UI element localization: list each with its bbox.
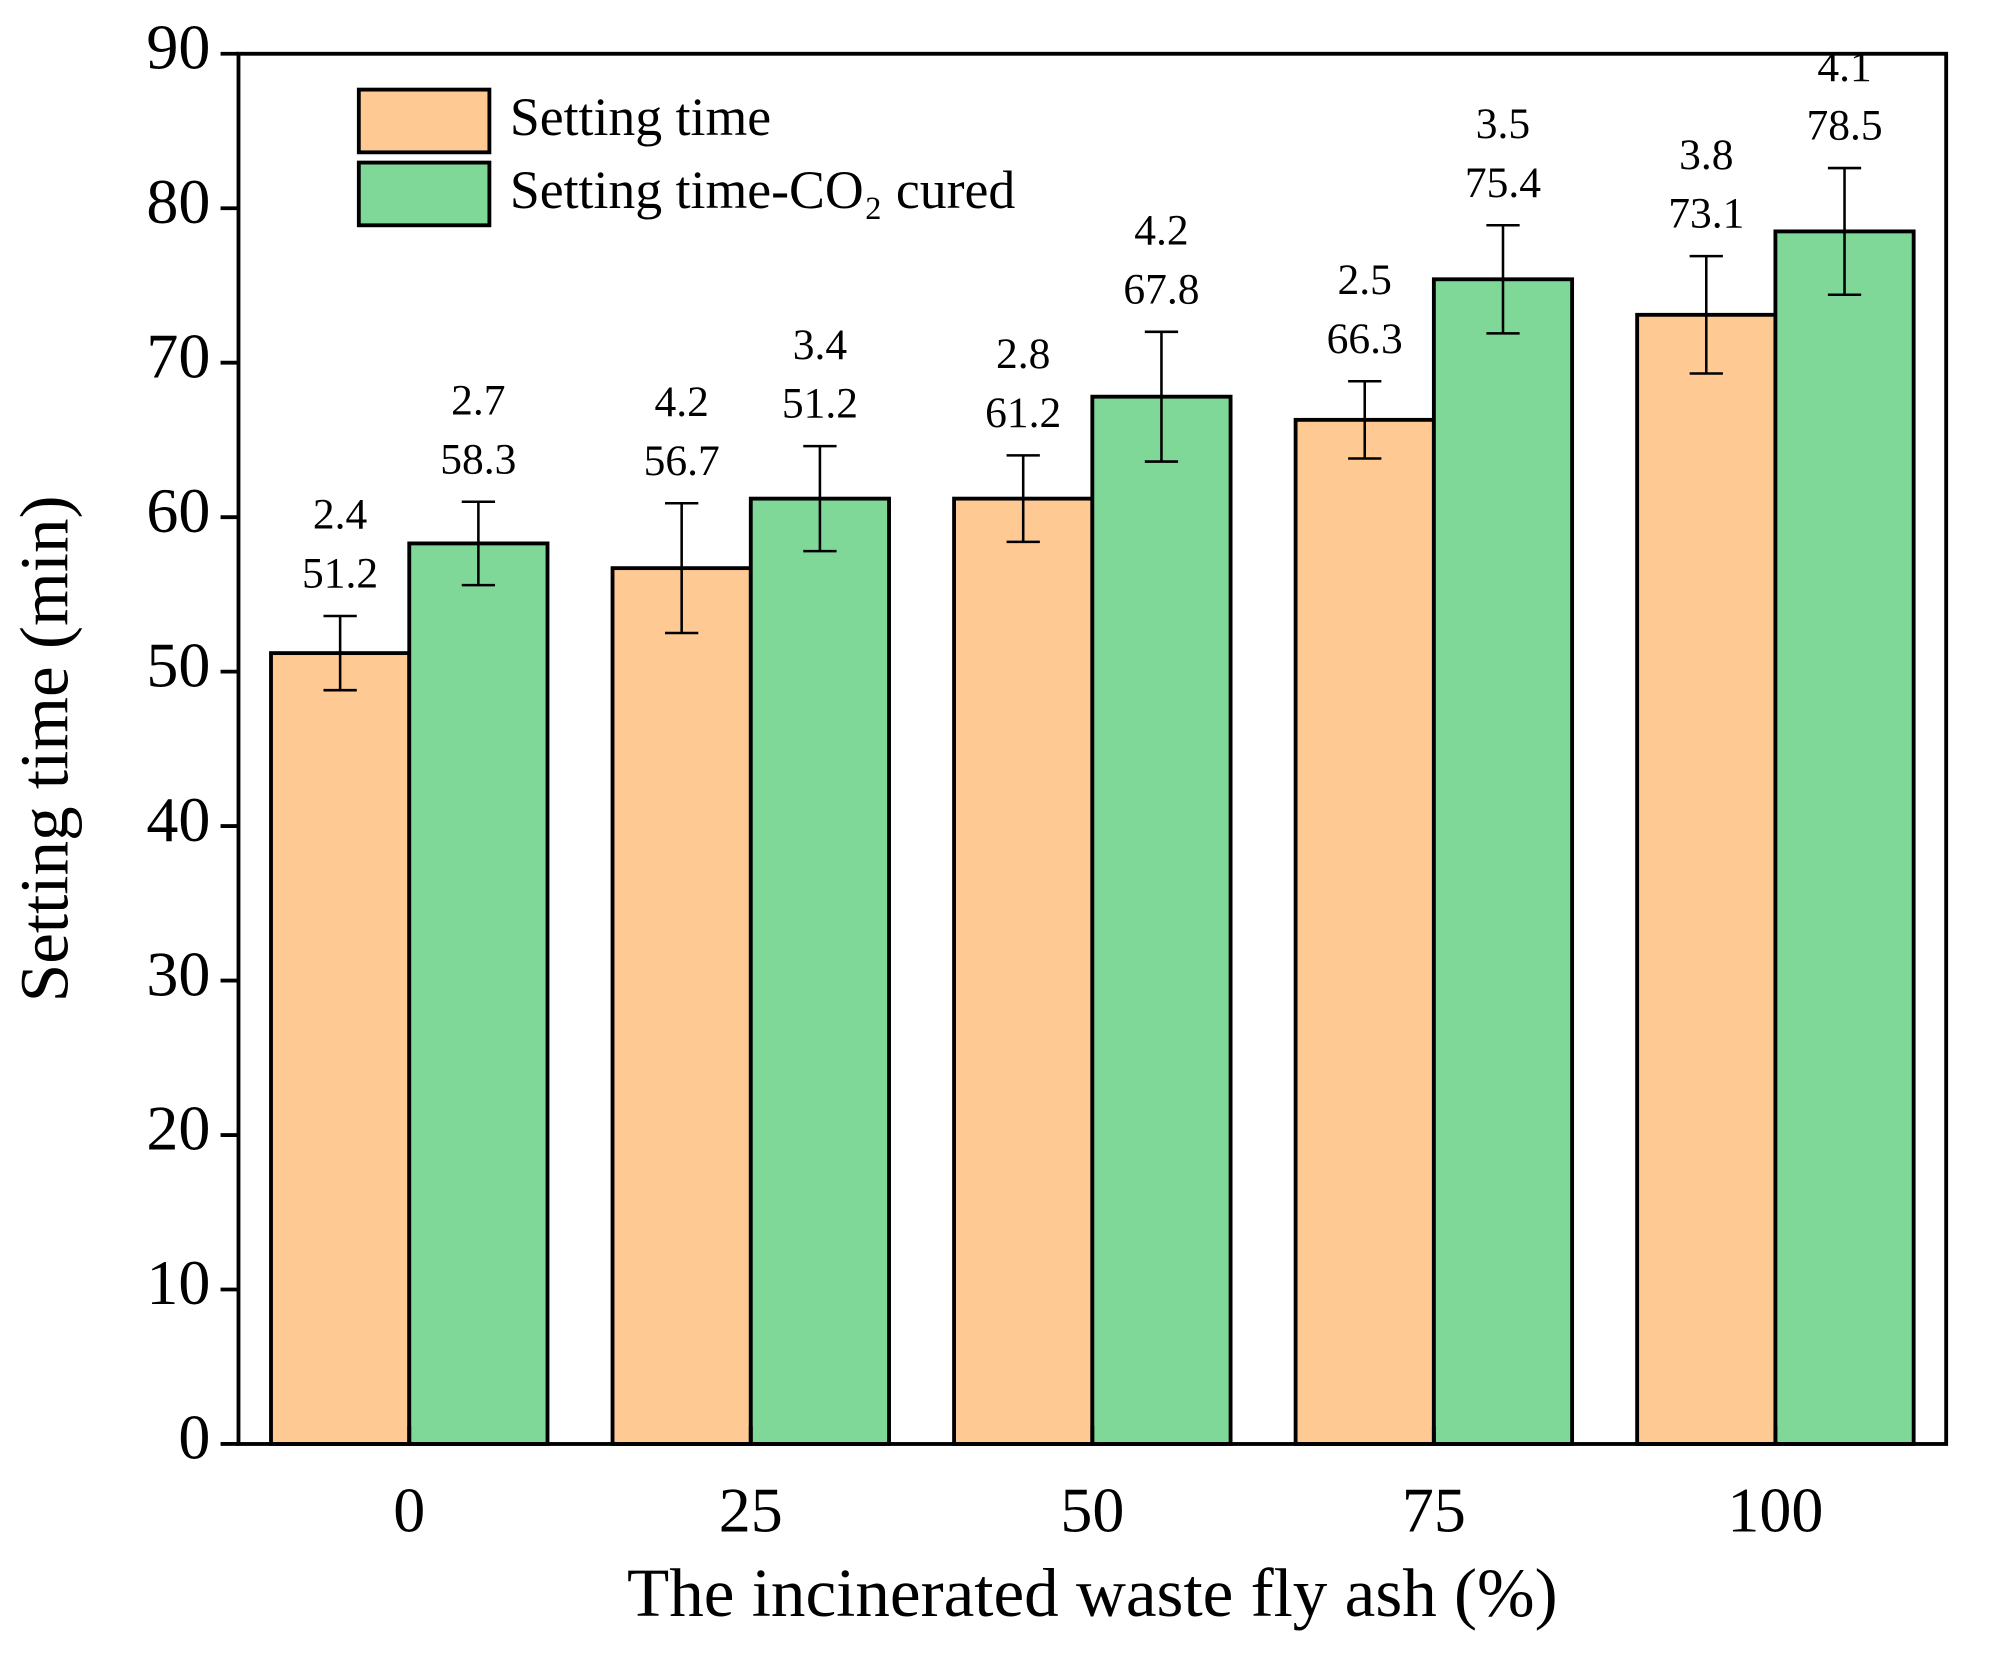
- x-tick-label: 25: [719, 1475, 783, 1546]
- error-label: 3.5: [1476, 100, 1530, 148]
- value-label: 56.7: [644, 437, 720, 485]
- y-tick-label: 70: [146, 320, 210, 391]
- value-label: 73.1: [1668, 190, 1744, 238]
- value-label: 58.3: [440, 435, 516, 483]
- y-tick-label: 20: [146, 1093, 210, 1164]
- error-label: 3.8: [1679, 131, 1733, 179]
- y-tick-label: 80: [146, 166, 210, 237]
- bar: [610, 566, 753, 1446]
- bar: [1090, 394, 1233, 1446]
- bar: [952, 496, 1095, 1446]
- bar: [748, 496, 891, 1446]
- error-label: 2.7: [451, 376, 505, 424]
- y-tick-label: 50: [146, 629, 210, 700]
- y-tick-label: 60: [146, 475, 210, 546]
- error-label: 3.4: [793, 321, 848, 369]
- x-axis-title: The incinerated waste fly ash (%): [627, 1554, 1558, 1631]
- y-tick-label: 10: [146, 1247, 210, 1318]
- y-tick-label: 30: [146, 938, 210, 1009]
- legend-swatch: [356, 87, 492, 155]
- legend-label: Setting time-CO₂ cured: [510, 160, 1016, 220]
- value-label: 66.3: [1327, 315, 1403, 363]
- value-label: 67.8: [1123, 265, 1199, 313]
- error-label: 4.1: [1817, 43, 1871, 91]
- bar: [1773, 229, 1916, 1446]
- y-tick-label: 90: [146, 11, 210, 82]
- value-label: 61.2: [985, 389, 1061, 437]
- error-label: 4.2: [654, 378, 708, 426]
- x-tick-label: 0: [393, 1475, 425, 1546]
- y-axis-title: Setting time (min): [5, 495, 82, 1002]
- legend-swatch: [356, 160, 492, 228]
- value-label: 78.5: [1806, 102, 1882, 150]
- x-tick-label: 50: [1060, 1475, 1124, 1546]
- error-label: 2.4: [313, 491, 368, 539]
- bar: [269, 651, 412, 1446]
- bar: [407, 541, 550, 1446]
- value-label: 51.2: [302, 550, 378, 598]
- bar: [1635, 312, 1778, 1446]
- bar: [1431, 277, 1575, 1446]
- plot-frame: [236, 51, 1949, 1446]
- x-tick-label: 75: [1402, 1475, 1466, 1546]
- error-label: 2.5: [1338, 256, 1392, 304]
- error-label: 4.2: [1134, 207, 1188, 255]
- y-tick-label: 40: [146, 784, 210, 855]
- legend-label: Setting time: [510, 87, 771, 147]
- error-label: 2.8: [996, 330, 1050, 378]
- y-tick-label: 0: [178, 1402, 210, 1473]
- bar: [1293, 417, 1436, 1446]
- value-label: 75.4: [1465, 159, 1541, 207]
- x-tick-label: 100: [1727, 1475, 1823, 1546]
- value-label: 51.2: [782, 380, 858, 428]
